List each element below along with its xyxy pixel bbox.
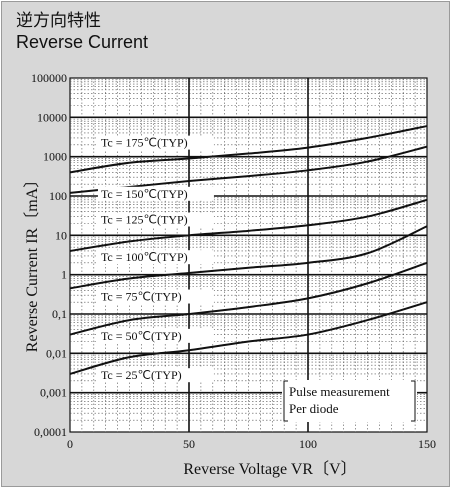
- curve-labels: Tc = 175℃(TYP) Tc = 150℃(TYP) Tc = 125℃(TY…: [97, 135, 214, 383]
- chart-title-japanese: 逆方向特性: [16, 11, 101, 31]
- ticks: 0 50 100 150 100000 10000 1000 100 10 1 0,1 0,01 0,0…: [31, 71, 436, 451]
- curve-label: Tc = 125℃(TYP): [101, 212, 188, 226]
- y-tick-label: 100: [49, 189, 67, 203]
- note-bracket-right: [411, 380, 416, 422]
- y-tick-label: 10: [55, 228, 67, 242]
- series-line: [69, 125, 428, 174]
- series-line: [69, 198, 428, 252]
- curve-label-background: [97, 135, 214, 150]
- measurement-note: Pulse measurement Per diode: [282, 380, 417, 422]
- x-tick-label: 0: [67, 437, 73, 451]
- y-tick-label: 1: [61, 268, 67, 282]
- y-tick-label: 10000: [37, 110, 67, 124]
- note-line: Pulse measurement: [289, 384, 390, 399]
- y-tick-label: 100000: [31, 71, 67, 85]
- note-background: [282, 380, 417, 422]
- curve-label: Tc = 25℃(TYP): [101, 368, 182, 382]
- curve-label-background: [97, 212, 214, 227]
- series-line: [69, 225, 428, 290]
- x-axis-label: Reverse Voltage VR〔V〕: [183, 460, 356, 478]
- y-tick-label: 0,0001: [34, 425, 67, 439]
- y-tick-label: 0,1: [52, 307, 67, 321]
- x-tick-label: 150: [418, 437, 436, 451]
- y-axis-label: Reverse Current IR〔mA〕: [23, 172, 41, 352]
- note-bracket-left: [283, 380, 288, 422]
- curve-label: Tc = 175℃(TYP): [101, 136, 188, 150]
- curve-label: Tc = 100℃(TYP): [101, 250, 188, 264]
- curve-label: Tc = 50℃(TYP): [101, 329, 182, 343]
- x-tick-label: 100: [299, 437, 317, 451]
- y-tick-label: 0,01: [46, 346, 67, 360]
- y-tick-label: 0,001: [40, 386, 67, 400]
- curve-label-background: [97, 186, 214, 201]
- curve-label-background: [97, 289, 214, 304]
- series-line: [69, 301, 428, 375]
- x-tick-label: 50: [183, 437, 195, 451]
- curve-label: Tc = 150℃(TYP): [101, 187, 188, 201]
- series-line: [69, 261, 428, 336]
- curve-label-background: [97, 250, 214, 265]
- y-tick-label: 1000: [43, 150, 67, 164]
- chart-title: Reverse Current: [16, 32, 149, 52]
- curve-label-background: [97, 328, 214, 343]
- note-line: Per diode: [289, 401, 339, 416]
- curve-label-background: [97, 368, 214, 383]
- curve-label: Tc = 75℃(TYP): [101, 290, 182, 304]
